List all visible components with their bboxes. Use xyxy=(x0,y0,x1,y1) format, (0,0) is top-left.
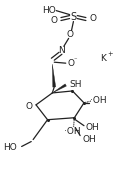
Text: K: K xyxy=(100,54,106,63)
Text: OH: OH xyxy=(86,123,100,132)
Text: O: O xyxy=(66,30,73,39)
Text: N: N xyxy=(59,46,65,55)
Text: ·OH: ·OH xyxy=(90,96,106,105)
Polygon shape xyxy=(52,84,66,93)
Text: ⁻: ⁻ xyxy=(73,57,77,63)
Text: HO: HO xyxy=(42,6,56,15)
Text: S: S xyxy=(70,12,77,22)
Text: OH: OH xyxy=(82,135,96,144)
Text: ·OH: ·OH xyxy=(64,127,81,136)
Text: HO: HO xyxy=(3,143,17,152)
Text: O: O xyxy=(26,102,33,111)
Text: O: O xyxy=(50,16,57,25)
Text: SH: SH xyxy=(70,80,82,89)
Text: O: O xyxy=(68,59,75,68)
Polygon shape xyxy=(52,64,56,87)
Text: +: + xyxy=(107,51,112,57)
Text: O: O xyxy=(90,14,97,23)
